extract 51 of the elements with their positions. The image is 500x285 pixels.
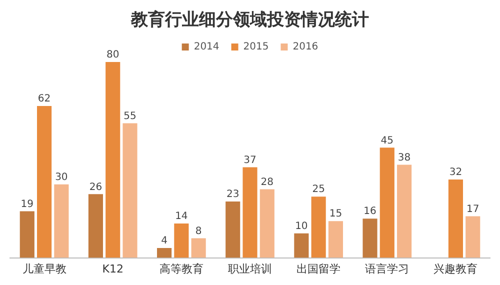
- bar: [54, 184, 69, 258]
- bar: [122, 123, 138, 258]
- bar: [37, 106, 52, 258]
- x-tick-label: 兴趣教育: [434, 262, 478, 276]
- bar: [20, 211, 34, 258]
- chart-title: 教育行业细分领域投资情况统计: [130, 9, 370, 30]
- data-label: 15: [329, 208, 342, 220]
- x-tick-label: 高等教育: [159, 262, 204, 276]
- bar: [380, 148, 394, 258]
- data-label: 80: [106, 50, 120, 61]
- x-tick-label: 职业培训: [228, 262, 272, 276]
- data-label: 28: [260, 176, 274, 188]
- bar: [174, 224, 189, 258]
- x-tick-label: 语言学习: [365, 262, 410, 276]
- x-tick-label: 出国留学: [296, 262, 341, 276]
- bar: [397, 164, 412, 258]
- data-label: 4: [161, 236, 168, 247]
- bar: [88, 194, 103, 258]
- bar: [106, 62, 120, 258]
- data-label: 14: [175, 211, 188, 222]
- bar: [328, 221, 343, 258]
- data-label: 55: [124, 110, 136, 122]
- data-label: 30: [55, 172, 68, 183]
- bar: [191, 238, 206, 258]
- data-label: 37: [244, 154, 256, 166]
- data-label: 25: [312, 184, 325, 196]
- bar: [157, 248, 172, 258]
- data-label: 62: [38, 94, 51, 105]
- bar: [311, 196, 326, 258]
- bar: [362, 218, 378, 258]
- data-label: 19: [20, 198, 34, 210]
- legend-label: 2014: [194, 42, 220, 53]
- data-label: 17: [466, 204, 480, 215]
- x-tick-label: K12: [102, 262, 124, 276]
- data-label: 10: [295, 220, 308, 232]
- bar: [294, 233, 309, 258]
- legend-label: 2016: [292, 42, 318, 53]
- data-label: 45: [380, 135, 394, 146]
- legend-label: 2015: [243, 42, 269, 53]
- data-label: 8: [195, 226, 202, 237]
- data-label: 23: [226, 189, 240, 200]
- bar: [260, 189, 274, 258]
- bar: [226, 202, 240, 258]
- data-label: 16: [364, 206, 376, 218]
- bar: [448, 179, 463, 258]
- data-label: 38: [398, 152, 411, 164]
- x-tick-label: 儿童早教: [22, 262, 66, 276]
- data-label: 32: [449, 167, 462, 178]
- bar: [242, 167, 258, 258]
- bar: [466, 216, 480, 258]
- data-label: 26: [89, 182, 102, 193]
